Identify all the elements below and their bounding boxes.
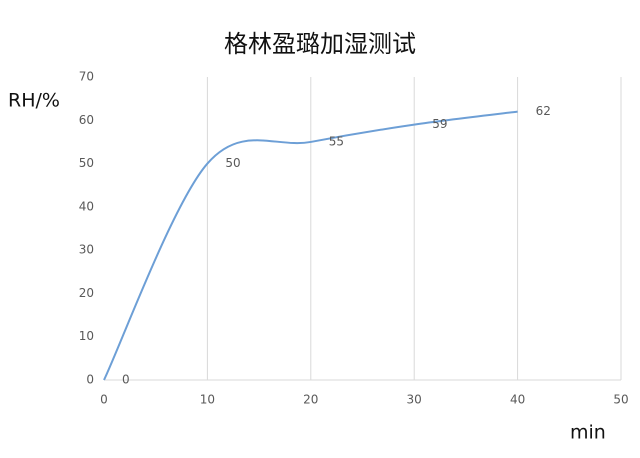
x-tick-label: 10 — [200, 393, 215, 407]
x-tick-label: 40 — [510, 393, 525, 407]
data-label: 62 — [536, 104, 551, 118]
data-label: 59 — [432, 117, 447, 131]
y-tick-label: 30 — [79, 243, 94, 257]
data-label: 50 — [225, 156, 240, 170]
y-axis-label: RH/% — [8, 90, 60, 112]
chart-title: 格林盈璐加湿测试 — [224, 30, 416, 58]
x-tick-label: 20 — [303, 393, 318, 407]
data-label: 0 — [122, 373, 130, 387]
y-tick-label: 40 — [79, 199, 94, 213]
x-axis-label: min — [570, 422, 606, 444]
y-tick-label: 60 — [79, 113, 94, 127]
y-tick-label: 10 — [79, 329, 94, 343]
line — [103, 110, 518, 381]
data-label: 55 — [329, 134, 344, 148]
x-tick-label: 50 — [613, 393, 628, 407]
y-tick-label: 20 — [79, 286, 94, 300]
x-tick-label: 30 — [407, 393, 422, 407]
y-tick-label: 0 — [86, 373, 94, 387]
x-tick-label: 0 — [100, 393, 108, 407]
y-tick-label: 70 — [79, 70, 94, 84]
y-tick-label: 50 — [79, 156, 94, 170]
